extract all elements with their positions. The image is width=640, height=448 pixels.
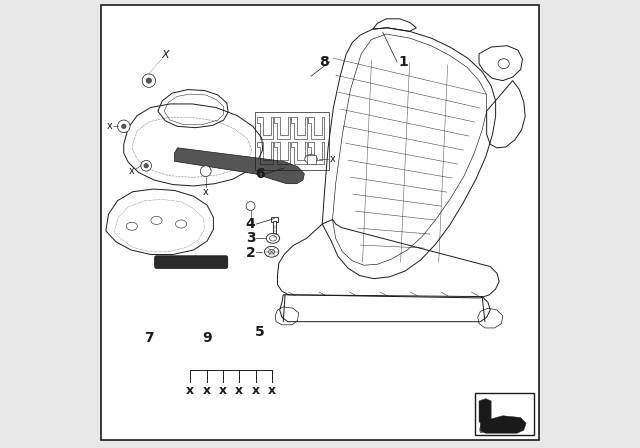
Text: 00133s62: 00133s62 xyxy=(479,426,515,435)
FancyBboxPatch shape xyxy=(155,256,228,268)
Circle shape xyxy=(246,202,255,211)
Text: x: x xyxy=(203,384,211,397)
Text: 1: 1 xyxy=(398,55,408,69)
Circle shape xyxy=(118,120,130,133)
Text: 9: 9 xyxy=(202,331,211,345)
Circle shape xyxy=(146,78,152,83)
Text: x: x xyxy=(268,384,276,397)
Text: x: x xyxy=(330,154,335,164)
Ellipse shape xyxy=(305,155,317,164)
Text: X: X xyxy=(162,50,169,60)
Text: 6: 6 xyxy=(255,167,264,181)
Text: 7: 7 xyxy=(144,331,154,345)
Ellipse shape xyxy=(269,250,275,254)
Text: 2: 2 xyxy=(246,246,255,260)
Text: x: x xyxy=(129,166,134,176)
Text: 4: 4 xyxy=(246,217,255,231)
Bar xyxy=(475,393,534,435)
Text: x: x xyxy=(252,384,260,397)
Circle shape xyxy=(142,74,156,87)
Text: x: x xyxy=(203,187,209,197)
Ellipse shape xyxy=(264,246,279,257)
Circle shape xyxy=(200,166,211,177)
Polygon shape xyxy=(481,416,526,433)
Polygon shape xyxy=(479,399,491,423)
Text: 5: 5 xyxy=(255,325,264,340)
Circle shape xyxy=(144,164,148,168)
Bar xyxy=(255,112,329,170)
FancyBboxPatch shape xyxy=(271,217,278,222)
Text: 3: 3 xyxy=(246,231,255,246)
Text: 8: 8 xyxy=(319,55,330,69)
Ellipse shape xyxy=(269,236,276,241)
Circle shape xyxy=(122,124,126,129)
Bar xyxy=(273,221,276,237)
Text: x: x xyxy=(107,121,112,131)
Text: x: x xyxy=(236,384,243,397)
Text: x: x xyxy=(219,384,227,397)
Text: x: x xyxy=(186,384,194,397)
Bar xyxy=(307,155,316,164)
Polygon shape xyxy=(174,148,305,184)
Circle shape xyxy=(141,160,152,171)
Ellipse shape xyxy=(266,233,280,243)
